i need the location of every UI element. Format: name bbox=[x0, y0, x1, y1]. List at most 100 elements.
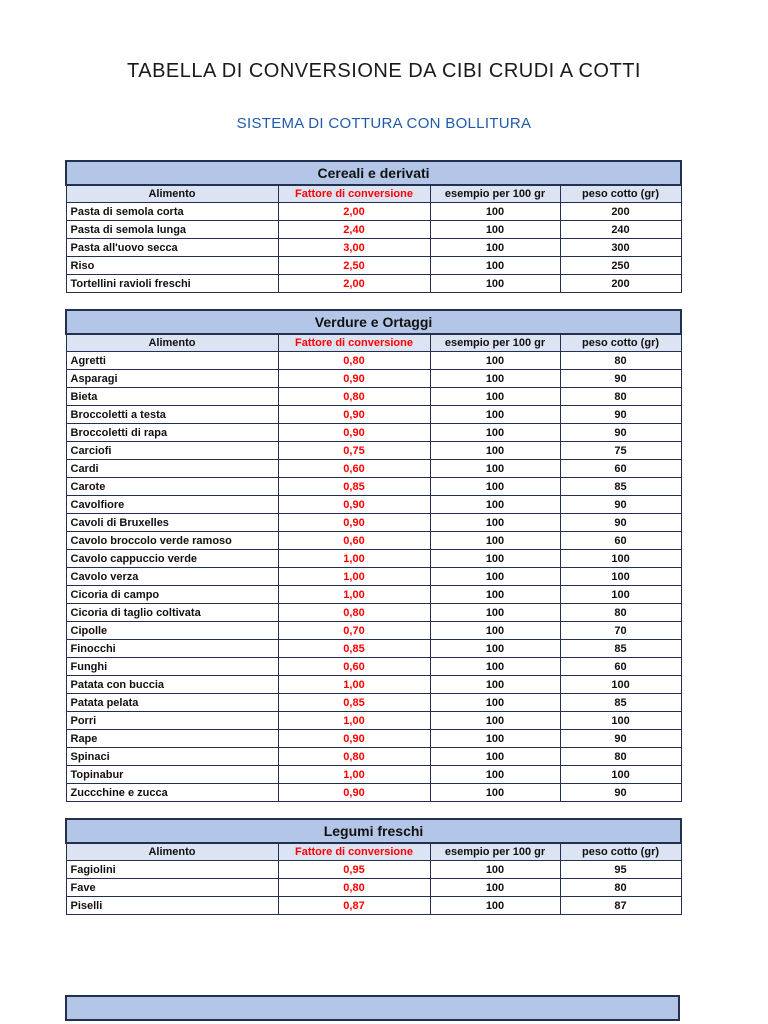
cooked-weight-cell: 60 bbox=[559, 459, 682, 478]
example-100g-cell: 100 bbox=[429, 459, 561, 478]
conversion-factor-cell: 2,00 bbox=[277, 274, 431, 293]
table-row: Cavolo broccolo verde ramoso 0,60 100 60 bbox=[65, 531, 682, 550]
cooked-weight-cell: 100 bbox=[559, 765, 682, 784]
cooked-weight-cell: 90 bbox=[559, 405, 682, 424]
column-header: peso cotto (gr) bbox=[559, 842, 682, 861]
food-name-cell: Agretti bbox=[65, 351, 279, 370]
food-name-cell: Cavolfiore bbox=[65, 495, 279, 514]
conversion-factor-cell: 0,60 bbox=[277, 531, 431, 550]
cooked-weight-cell: 80 bbox=[559, 603, 682, 622]
section-header-row: Cereali e derivati bbox=[65, 160, 682, 186]
food-name-cell: Bieta bbox=[65, 387, 279, 406]
food-name-cell: Porri bbox=[65, 711, 279, 730]
table-row: Cicoria di taglio coltivata 0,80 100 80 bbox=[65, 603, 682, 622]
column-header-row: Alimento Fattore di conversione esempio pe… bbox=[65, 842, 682, 861]
column-header: Alimento bbox=[65, 842, 279, 861]
partial-next-section-header-band bbox=[65, 995, 680, 1021]
food-name-cell: Cavoli di Bruxelles bbox=[65, 513, 279, 532]
column-header-row: Alimento Fattore di conversione esempio pe… bbox=[65, 184, 682, 203]
conversion-factor-cell: 0,85 bbox=[277, 693, 431, 712]
table-row: Pasta di semola lunga 2,40 100 240 bbox=[65, 220, 682, 239]
table-row: Bieta 0,80 100 80 bbox=[65, 387, 682, 406]
table-row: Topinabur 1,00 100 100 bbox=[65, 765, 682, 784]
conversion-factor-cell: 0,70 bbox=[277, 621, 431, 640]
conversion-factor-cell: 0,75 bbox=[277, 441, 431, 460]
table-row: Piselli 0,87 100 87 bbox=[65, 896, 682, 915]
column-header-row: Alimento Fattore di conversione esempio pe… bbox=[65, 333, 682, 352]
cooked-weight-cell: 60 bbox=[559, 657, 682, 676]
conversion-factor-cell: 0,90 bbox=[277, 783, 431, 802]
example-100g-cell: 100 bbox=[429, 549, 561, 568]
cooked-weight-cell: 90 bbox=[559, 783, 682, 802]
example-100g-cell: 100 bbox=[429, 238, 561, 257]
conversion-table: Verdure e Ortaggi Alimento Fattore di conv… bbox=[64, 309, 683, 802]
food-name-cell: Patata con buccia bbox=[65, 675, 279, 694]
food-name-cell: Asparagi bbox=[65, 369, 279, 388]
column-header: Fattore di conversione bbox=[277, 333, 431, 352]
cooked-weight-cell: 100 bbox=[559, 549, 682, 568]
table-row: Broccoletti di rapa 0,90 100 90 bbox=[65, 423, 682, 442]
table-row: Cavolo verza 1,00 100 100 bbox=[65, 567, 682, 586]
cooked-weight-cell: 100 bbox=[559, 711, 682, 730]
example-100g-cell: 100 bbox=[429, 783, 561, 802]
food-name-cell: Finocchi bbox=[65, 639, 279, 658]
example-100g-cell: 100 bbox=[429, 256, 561, 275]
example-100g-cell: 100 bbox=[429, 896, 561, 915]
food-name-cell: Cavolo broccolo verde ramoso bbox=[65, 531, 279, 550]
food-name-cell: Riso bbox=[65, 256, 279, 275]
example-100g-cell: 100 bbox=[429, 711, 561, 730]
table-row: Carote 0,85 100 85 bbox=[65, 477, 682, 496]
column-header: Fattore di conversione bbox=[277, 184, 431, 203]
cooked-weight-cell: 240 bbox=[559, 220, 682, 239]
conversion-factor-cell: 0,95 bbox=[277, 860, 431, 879]
cooked-weight-cell: 90 bbox=[559, 369, 682, 388]
cooked-weight-cell: 90 bbox=[559, 513, 682, 532]
conversion-factor-cell: 0,80 bbox=[277, 351, 431, 370]
table-row: Agretti 0,80 100 80 bbox=[65, 351, 682, 370]
food-name-cell: Carciofi bbox=[65, 441, 279, 460]
example-100g-cell: 100 bbox=[429, 513, 561, 532]
conversion-factor-cell: 0,90 bbox=[277, 423, 431, 442]
food-name-cell: Cicoria di campo bbox=[65, 585, 279, 604]
cooked-weight-cell: 80 bbox=[559, 387, 682, 406]
table-row: Patata pelata 0,85 100 85 bbox=[65, 693, 682, 712]
cooked-weight-cell: 80 bbox=[559, 351, 682, 370]
example-100g-cell: 100 bbox=[429, 747, 561, 766]
cooked-weight-cell: 85 bbox=[559, 477, 682, 496]
conversion-factor-cell: 0,90 bbox=[277, 369, 431, 388]
conversion-tables-container: Cereali e derivati Alimento Fattore di con… bbox=[64, 160, 683, 1021]
food-name-cell: Broccoletti di rapa bbox=[65, 423, 279, 442]
conversion-factor-cell: 1,00 bbox=[277, 567, 431, 586]
column-header: peso cotto (gr) bbox=[559, 333, 682, 352]
food-name-cell: Pasta di semola lunga bbox=[65, 220, 279, 239]
column-header: esempio per 100 gr bbox=[429, 184, 561, 203]
food-name-cell: Patata pelata bbox=[65, 693, 279, 712]
food-name-cell: Piselli bbox=[65, 896, 279, 915]
cooked-weight-cell: 60 bbox=[559, 531, 682, 550]
food-name-cell: Funghi bbox=[65, 657, 279, 676]
conversion-factor-cell: 1,00 bbox=[277, 711, 431, 730]
example-100g-cell: 100 bbox=[429, 765, 561, 784]
cooked-weight-cell: 100 bbox=[559, 567, 682, 586]
example-100g-cell: 100 bbox=[429, 495, 561, 514]
conversion-factor-cell: 1,00 bbox=[277, 549, 431, 568]
example-100g-cell: 100 bbox=[429, 603, 561, 622]
cooked-weight-cell: 100 bbox=[559, 585, 682, 604]
conversion-factor-cell: 1,00 bbox=[277, 675, 431, 694]
example-100g-cell: 100 bbox=[429, 729, 561, 748]
conversion-factor-cell: 0,60 bbox=[277, 657, 431, 676]
example-100g-cell: 100 bbox=[429, 621, 561, 640]
example-100g-cell: 100 bbox=[429, 878, 561, 897]
conversion-factor-cell: 0,85 bbox=[277, 639, 431, 658]
example-100g-cell: 100 bbox=[429, 693, 561, 712]
food-name-cell: Broccoletti a testa bbox=[65, 405, 279, 424]
conversion-factor-cell: 2,00 bbox=[277, 202, 431, 221]
food-name-cell: Zuccchine e zucca bbox=[65, 783, 279, 802]
table-row: Spinaci 0,80 100 80 bbox=[65, 747, 682, 766]
conversion-factor-cell: 0,60 bbox=[277, 459, 431, 478]
table-row: Carciofi 0,75 100 75 bbox=[65, 441, 682, 460]
table-row: Asparagi 0,90 100 90 bbox=[65, 369, 682, 388]
conversion-factor-cell: 0,80 bbox=[277, 603, 431, 622]
food-name-cell: Tortellini ravioli freschi bbox=[65, 274, 279, 293]
